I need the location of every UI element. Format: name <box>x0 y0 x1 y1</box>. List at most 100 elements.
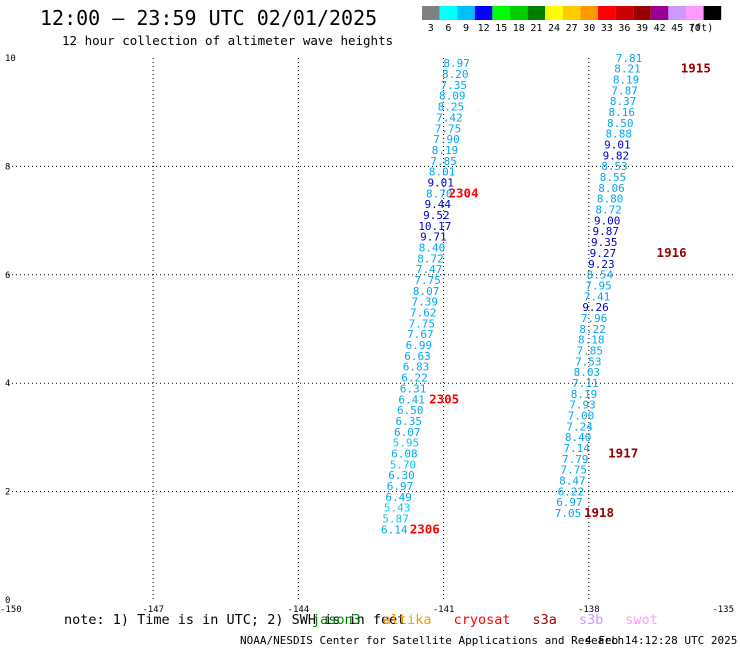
wave-height-point: 7.75 <box>435 122 462 135</box>
x-tick-label: -147 <box>142 605 164 615</box>
y-tick-label: 2 <box>5 488 10 498</box>
y-tick-label: 10 <box>5 54 16 64</box>
pass-annotations: 1915 2304 1916 2305 1917 2306 1918 <box>410 61 711 537</box>
wave-height-point: 8.72 <box>595 204 622 217</box>
wave-height-point: 6.97 <box>387 480 414 493</box>
pass-time-label: 1917 <box>608 445 638 460</box>
y-tick-label: 4 <box>5 379 10 389</box>
satellite-legend: jason3 altika cryosat s3a s3b swot <box>312 612 680 628</box>
y-tick-label: 0 <box>5 596 10 606</box>
wave-height-point: 8.50 <box>607 117 634 130</box>
legend-swatch <box>633 6 651 20</box>
wave-height-point: 9.44 <box>425 198 452 211</box>
wave-height-point: 8.72 <box>417 252 444 265</box>
legend-label: 3 <box>428 23 434 34</box>
wave-height-point: 9.00 <box>594 214 621 227</box>
legend-label: 12 <box>478 23 490 34</box>
legend-label: 42 <box>654 23 666 34</box>
satellite-swot: swot <box>625 612 658 628</box>
wave-height-point: 7.62 <box>410 307 437 320</box>
wave-height-point: 8.80 <box>597 193 624 206</box>
wave-height-point: 9.01 <box>427 176 454 189</box>
wave-height-point: 7.14 <box>563 442 590 455</box>
legend-label: 15 <box>495 23 507 34</box>
wave-height-point: 7.47 <box>416 263 443 276</box>
wave-height-point: 8.88 <box>606 128 633 141</box>
legend-label: 45 <box>671 23 683 34</box>
wave-height-point: 7.11 <box>572 377 599 390</box>
color-legend: 3 6 9 12 15 18 21 24 27 30 33 36 39 42 45 70(ft) <box>422 6 722 34</box>
pass-time-label: 1918 <box>584 505 614 520</box>
wave-height-point: 8.19 <box>432 144 459 157</box>
wave-height-point: 9.52 <box>423 209 450 222</box>
wave-height-point: 7.81 <box>616 52 643 65</box>
legend-label: 33 <box>601 23 613 34</box>
wave-height-point: 7.75 <box>414 274 441 287</box>
wave-height-point: 6.97 <box>556 496 583 509</box>
wave-height-point: 8.25 <box>438 101 465 114</box>
satellite-cryosat: cryosat <box>453 612 511 628</box>
legend-label: 24 <box>548 23 560 34</box>
wave-height-point: 10.17 <box>418 220 451 233</box>
wave-height-point: 7.00 <box>568 410 595 423</box>
wave-height-point: 8.06 <box>598 182 625 195</box>
legend-swatch <box>474 6 493 20</box>
wave-height-point: 7.42 <box>436 111 463 124</box>
wave-height-point: 7.85 <box>577 344 604 357</box>
page-subtitle: 12 hour collection of altimeter wave hei… <box>62 33 394 48</box>
satellite-altika: altika <box>382 612 432 628</box>
legend-swatch <box>457 6 475 20</box>
wave-height-point: 7.35 <box>441 79 468 92</box>
wave-height-point: 9.01 <box>604 139 631 152</box>
wave-height-point: 6.83 <box>403 361 430 374</box>
x-tick-label: -150 <box>0 605 22 615</box>
wave-height-point: 5.95 <box>393 437 420 450</box>
legend-swatch <box>580 6 598 20</box>
wave-height-point: 8.53 <box>601 160 628 173</box>
legend-swatch <box>545 6 563 20</box>
x-tick-label: -138 <box>578 605 600 615</box>
wave-height-point: 8.03 <box>574 366 601 379</box>
wave-height-point: 8.55 <box>600 171 627 184</box>
wave-height-point: 5.70 <box>390 458 417 471</box>
wave-height-point: 7.93 <box>569 399 596 412</box>
legend-label: 27 <box>566 23 578 34</box>
wave-height-point: 8.19 <box>571 388 598 401</box>
x-tick-label: -144 <box>288 605 310 615</box>
legend-swatch <box>650 6 669 20</box>
legend-label: 9 <box>463 23 469 34</box>
wave-height-point: 6.22 <box>558 485 585 498</box>
legend-swatch <box>562 6 581 20</box>
wave-height-point: 6.07 <box>394 426 421 439</box>
wave-height-point: 6.99 <box>406 339 433 352</box>
wave-height-point: 9.71 <box>420 231 447 244</box>
satellite-s3a: s3a <box>532 612 557 628</box>
legend-swatch <box>492 6 510 20</box>
pass-time-label: 2305 <box>429 391 459 406</box>
legend-label: 36 <box>618 23 630 34</box>
wave-height-point: 9.87 <box>592 225 619 238</box>
wave-height-point: 8.09 <box>439 90 466 103</box>
wave-height-point: 7.24 <box>566 420 593 433</box>
legend-label: 6 <box>445 23 451 34</box>
legend-label: 30 <box>583 23 595 34</box>
wave-height-point: 7.79 <box>562 453 589 466</box>
wave-height-point: 7.53 <box>575 355 602 368</box>
pass-time-label: 1916 <box>657 245 687 260</box>
satellite-jason3: jason3 <box>312 612 361 628</box>
wave-height-point: 6.49 <box>385 491 412 504</box>
legend-unit: (ft) <box>689 23 713 34</box>
wave-height-point: 8.37 <box>610 95 637 108</box>
wave-height-point: 9.23 <box>588 258 615 271</box>
wave-height-point: 7.75 <box>561 464 588 477</box>
grid <box>8 58 734 600</box>
wave-height-point: 8.70 <box>426 187 453 200</box>
wave-height-point: 8.18 <box>578 334 605 347</box>
x-tick-label: -135 <box>712 605 734 615</box>
legend-swatch <box>422 6 440 20</box>
wave-height-point: 8.19 <box>613 73 640 86</box>
wave-height-point: 8.16 <box>608 106 635 119</box>
wave-height-point: 8.47 <box>559 475 586 488</box>
wave-height-point: 8.01 <box>429 166 456 179</box>
wave-height-point: 9.26 <box>582 301 609 314</box>
